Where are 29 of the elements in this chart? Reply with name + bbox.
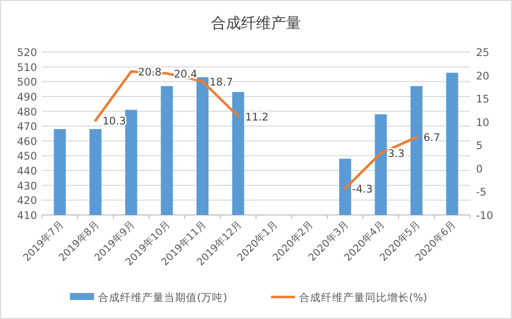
y2-tick-label: 20 [476,70,490,82]
legend-label: 合成纤维产量当期值(万吨) [98,291,228,304]
y-tick-label: 430 [16,180,37,192]
y-tick-label: 480 [16,106,37,118]
y-tick-label: 420 [16,195,37,208]
y-tick-label: 520 [16,47,37,59]
data-label: 11.2 [245,111,269,124]
data-label: 18.7 [210,76,233,88]
y-tick-label: 450 [16,150,37,163]
y-tick-label: 410 [16,210,37,222]
y-tick-label: 500 [16,76,37,89]
y-tick-label: 470 [16,121,37,134]
y-tick-label: 440 [16,166,37,178]
y-tick-label: 460 [16,136,37,148]
data-label: 10.3 [102,115,126,128]
y-tick-label: 490 [16,91,37,104]
data-label: 6.7 [424,132,440,144]
y2-tick-label: 15 [476,94,490,106]
y-tick-label: 510 [16,62,37,74]
legend-label: 合成纤维产量同比增长(%) [299,291,428,304]
y2-tick-label: 5 [476,140,483,152]
y2-tick-label: -5 [476,186,486,199]
y2-tick-label: 10 [476,116,490,129]
chart-title: 合成纤维产量 [211,14,301,32]
data-label: 3.3 [388,148,405,160]
y2-tick-label: 25 [476,47,490,59]
data-label: -4.3 [352,183,373,196]
y2-tick-label: 0 [476,163,483,176]
y2-tick-label: -10 [476,210,494,222]
